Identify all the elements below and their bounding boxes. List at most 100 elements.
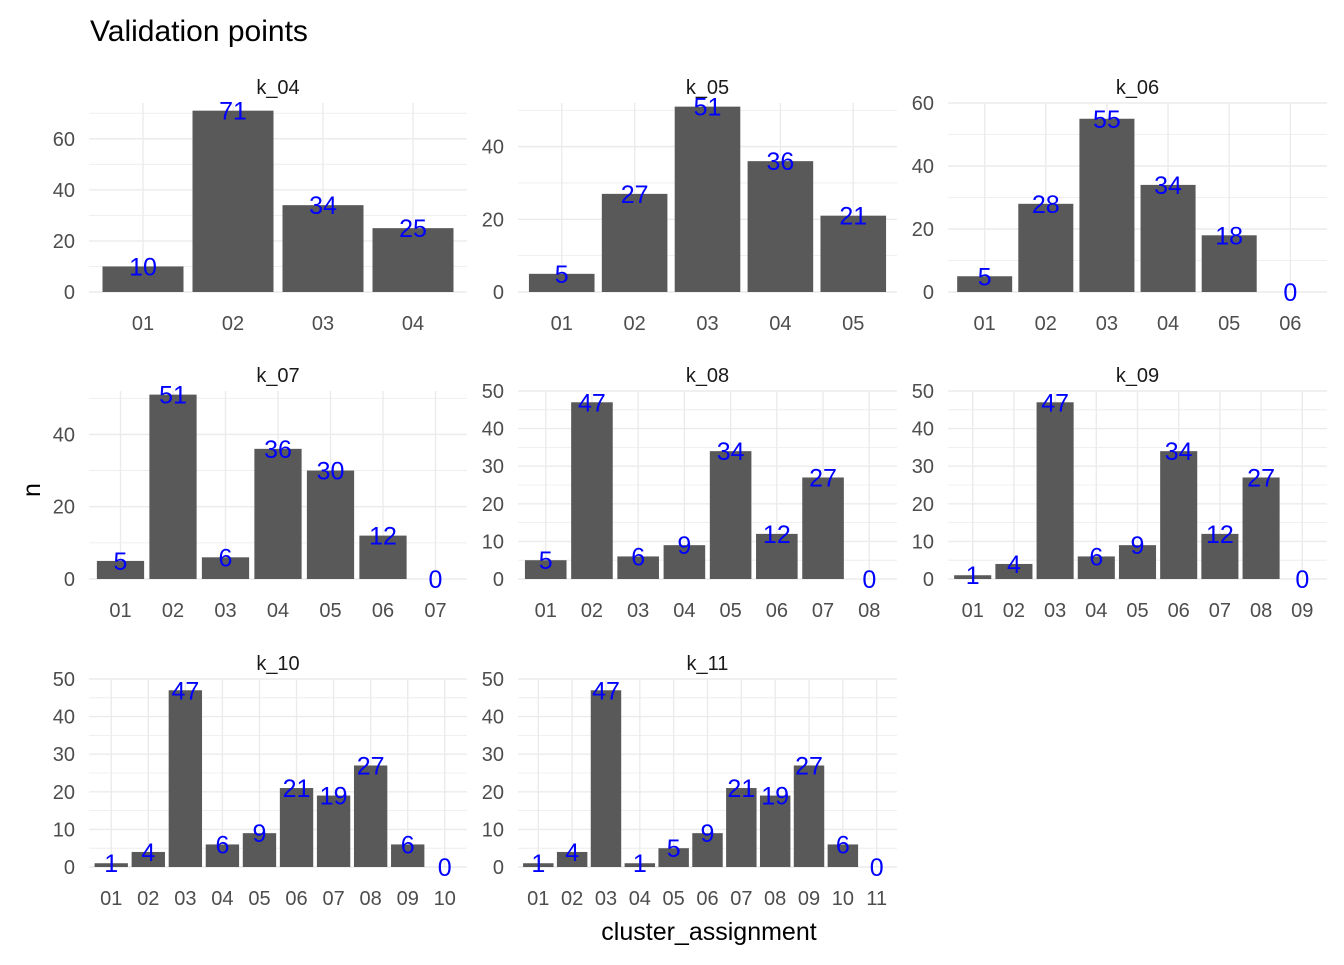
x-tick-label: 07 (1209, 600, 1231, 622)
x-tick-label: 05 (1218, 313, 1240, 335)
data-label: 6 (1089, 543, 1103, 571)
y-tick-label: 0 (64, 857, 75, 879)
y-tick-label: 20 (53, 782, 75, 804)
bar (1079, 118, 1135, 292)
bar (957, 276, 1013, 292)
data-label: 12 (1206, 521, 1234, 549)
bar (1160, 451, 1198, 579)
bar (663, 545, 706, 579)
panel-label: k_11 (687, 653, 729, 675)
bar (391, 844, 425, 867)
x-tick-label: 09 (397, 888, 419, 910)
bar (954, 575, 992, 579)
x-tick-label: 02 (137, 888, 159, 910)
bar (528, 273, 595, 292)
x-tick-label: 02 (162, 600, 184, 622)
y-tick-label: 0 (64, 282, 75, 304)
x-tick-label: 04 (211, 888, 233, 910)
x-tick-label: 03 (174, 888, 196, 910)
data-label: 6 (836, 831, 850, 859)
bar (756, 533, 798, 579)
panel-label: k_04 (256, 77, 299, 99)
x-tick-label: 07 (812, 600, 834, 622)
data-label: 21 (839, 203, 867, 231)
y-tick-label: 50 (912, 381, 934, 403)
x-tick-label: 04 (1157, 313, 1179, 335)
y-tick-label: 30 (482, 456, 504, 478)
x-tick-label: 03 (696, 313, 718, 335)
x-tick-label: 04 (673, 600, 695, 622)
bar (1036, 402, 1074, 579)
bar (1118, 545, 1157, 579)
bar (709, 451, 752, 579)
data-label: 0 (870, 854, 884, 882)
data-label: 6 (631, 543, 645, 571)
x-tick-label: 07 (424, 600, 446, 622)
x-tick-label: 09 (1291, 600, 1313, 622)
x-tick-label: 10 (832, 888, 854, 910)
data-label: 4 (565, 839, 579, 867)
x-tick-label: 05 (842, 313, 864, 335)
bar (802, 477, 844, 579)
data-label: 34 (309, 192, 337, 220)
x-tick-label: 06 (1168, 600, 1190, 622)
x-tick-label: 03 (312, 313, 334, 335)
bar (726, 788, 757, 867)
x-tick-label: 11 (866, 888, 887, 910)
bar (995, 563, 1033, 579)
y-tick-label: 50 (482, 669, 504, 691)
data-label: 5 (555, 261, 569, 289)
y-tick-label: 20 (912, 219, 934, 241)
x-tick-label: 05 (319, 600, 341, 622)
data-label: 5 (114, 548, 128, 576)
panel-label: k_10 (256, 653, 299, 675)
panel-k_07: k_07 0 20 40 5 51 6 36 30 12 0 01 02 03 04 05 06 07 (53, 365, 467, 622)
data-label: 0 (1295, 566, 1309, 594)
x-tick-label: 03 (214, 600, 236, 622)
bar (131, 851, 165, 867)
bar (282, 205, 364, 292)
data-label: 27 (795, 752, 823, 780)
x-tick-label: 02 (623, 313, 645, 335)
bar (590, 690, 622, 867)
bar (372, 228, 454, 292)
data-label: 12 (369, 523, 397, 551)
panel-label: k_06 (1116, 77, 1159, 99)
panel-label: k_05 (686, 77, 729, 99)
data-label: 5 (978, 263, 992, 291)
bar (94, 863, 128, 867)
data-label: 71 (219, 98, 247, 126)
data-label: 6 (219, 544, 233, 572)
x-tick-label: 09 (798, 888, 820, 910)
x-tick-label: 03 (595, 888, 617, 910)
x-tick-label: 04 (629, 888, 651, 910)
panel-label: k_07 (256, 365, 299, 387)
x-axis-title: cluster_assignment (601, 918, 816, 946)
y-tick-label: 40 (912, 156, 934, 178)
y-tick-label: 20 (482, 209, 504, 231)
bar (316, 795, 351, 867)
y-tick-label: 50 (53, 669, 75, 691)
bar (279, 788, 314, 867)
x-tick-label: 05 (719, 600, 741, 622)
x-tick-label: 03 (1096, 313, 1118, 335)
bar (793, 765, 825, 867)
data-label: 5 (539, 547, 553, 575)
data-label: 6 (215, 831, 229, 859)
x-tick-label: 01 (962, 600, 984, 622)
chart-title: Validation points (90, 15, 308, 48)
bar (201, 557, 250, 579)
bar (359, 535, 407, 579)
bar (827, 844, 859, 867)
y-tick-label: 0 (64, 569, 75, 591)
bar (102, 266, 184, 292)
x-tick-label: 06 (1279, 313, 1301, 335)
y-tick-label: 60 (912, 93, 934, 115)
data-label: 4 (141, 839, 155, 867)
data-label: 1 (966, 562, 980, 590)
data-label: 0 (429, 566, 443, 594)
bar (1077, 556, 1115, 579)
